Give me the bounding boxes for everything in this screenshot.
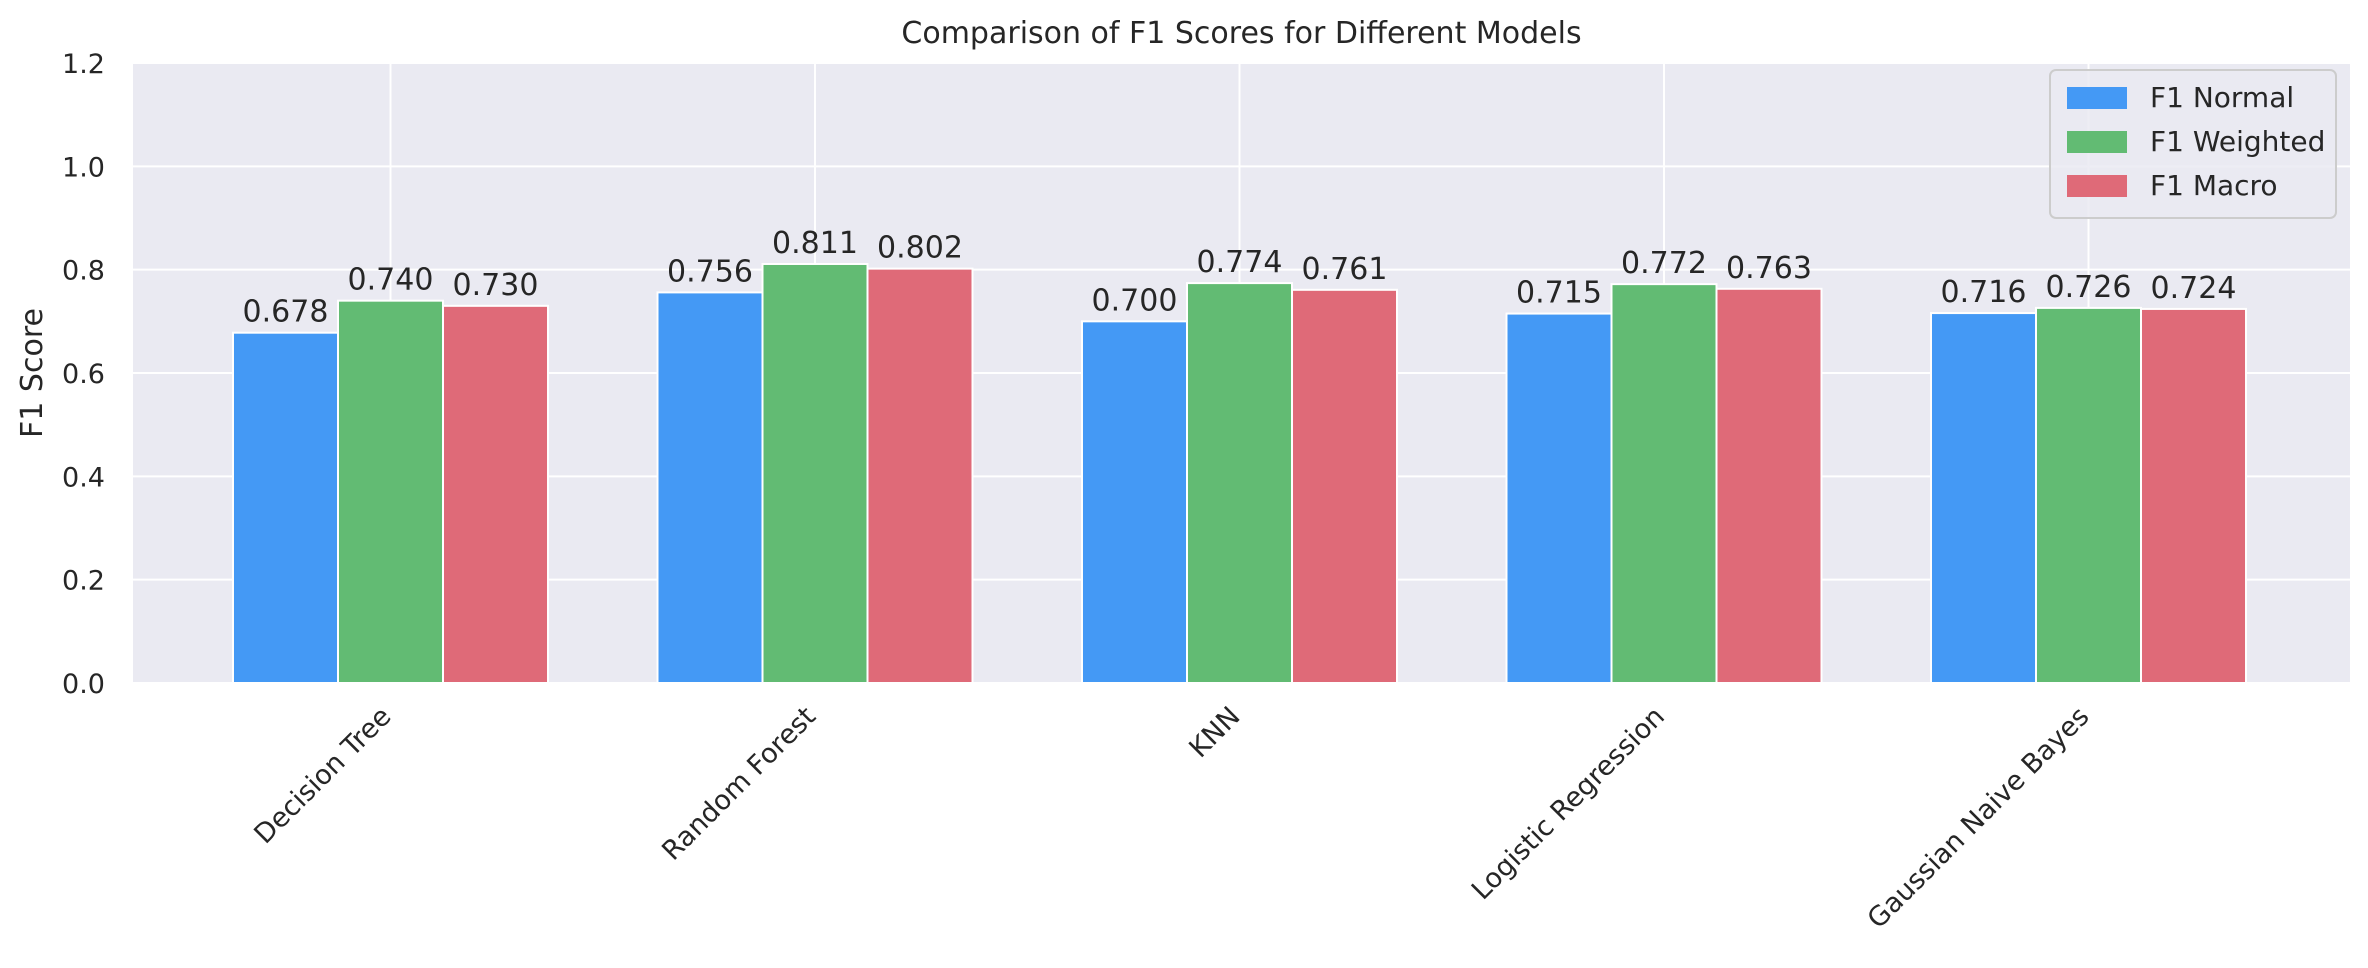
value-label-random-forest-f1-macro: 0.802 — [877, 231, 963, 266]
value-label-knn-f1-weighted: 0.774 — [1197, 245, 1283, 280]
bar-gaussian-naive-bayes-f1-macro — [2140, 307, 2247, 684]
x-tick-label-decision-tree: Decision Tree — [248, 701, 397, 850]
legend-label-f1-weighted: F1 Weighted — [2150, 125, 2325, 158]
legend-swatch-f1-normal — [2067, 87, 2127, 109]
bar-logistic-regression-f1-normal — [1505, 312, 1613, 684]
x-tick-label-gaussian-naive-bayes: Gaussian Naive Bayes — [1862, 701, 2096, 935]
value-label-gaussian-naive-bayes-f1-normal: 0.716 — [1941, 275, 2027, 310]
legend-label-f1-normal: F1 Normal — [2150, 81, 2294, 114]
bar-logistic-regression-f1-weighted — [1610, 283, 1718, 684]
value-label-decision-tree-f1-normal: 0.678 — [243, 295, 329, 330]
value-label-knn-f1-macro: 0.761 — [1302, 252, 1388, 287]
bar-random-forest-f1-macro — [866, 267, 974, 684]
x-tick-label-knn: KNN — [1183, 701, 1246, 764]
x-tick-labels: Decision Tree Random Forest KNN Logistic Re… — [248, 701, 2095, 935]
y-tick-labels: 0.0 0.2 0.4 0.6 0.8 1.0 1.2 — [62, 49, 105, 700]
bar-knn-f1-normal — [1081, 320, 1188, 684]
value-label-random-forest-f1-weighted: 0.811 — [772, 226, 858, 261]
x-tick-label-random-forest: Random Forest — [656, 701, 822, 867]
y-axis-label: F1 Score — [15, 308, 50, 438]
bar-gaussian-naive-bayes-f1-normal — [1930, 312, 2037, 684]
legend: F1 Normal F1 Weighted F1 Macro — [2049, 69, 2337, 219]
value-label-logistic-regression-f1-weighted: 0.772 — [1621, 246, 1707, 281]
bar-decision-tree-f1-macro — [442, 304, 549, 684]
chart-title: Comparison of F1 Scores for Different Mo… — [901, 16, 1581, 51]
value-label-decision-tree-f1-macro: 0.730 — [453, 268, 539, 303]
value-label-gaussian-naive-bayes-f1-macro: 0.724 — [2151, 271, 2237, 306]
value-label-random-forest-f1-normal: 0.756 — [667, 254, 753, 289]
legend-swatch-f1-macro — [2067, 175, 2127, 197]
y-tick-label-6: 1.2 — [62, 49, 105, 80]
bar-random-forest-f1-weighted — [761, 262, 869, 684]
y-tick-label-3: 0.6 — [62, 359, 105, 390]
y-tick-label-5: 1.0 — [62, 152, 105, 183]
y-tick-label-2: 0.4 — [62, 462, 105, 493]
value-labels: 0.678 0.740 0.730 0.756 0.811 0.802 0.700 0.774… — [243, 226, 2237, 330]
bars — [232, 262, 2247, 684]
x-tick-label-logistic-regression: Logistic Regression — [1466, 701, 1671, 906]
value-label-decision-tree-f1-weighted: 0.740 — [348, 263, 434, 298]
bar-decision-tree-f1-normal — [232, 331, 339, 684]
y-tick-label-4: 0.8 — [62, 256, 105, 287]
value-label-logistic-regression-f1-normal: 0.715 — [1516, 276, 1602, 311]
legend-label-f1-macro: F1 Macro — [2150, 169, 2278, 202]
value-label-knn-f1-normal: 0.700 — [1092, 283, 1178, 318]
bar-decision-tree-f1-weighted — [337, 299, 444, 684]
value-label-gaussian-naive-bayes-f1-weighted: 0.726 — [2046, 270, 2132, 305]
legend-swatch-f1-weighted — [2067, 131, 2127, 153]
value-label-logistic-regression-f1-macro: 0.763 — [1726, 251, 1812, 286]
bar-logistic-regression-f1-macro — [1715, 287, 1823, 684]
y-tick-label-0: 0.0 — [62, 669, 105, 700]
bar-knn-f1-macro — [1291, 288, 1398, 684]
bar-gaussian-naive-bayes-f1-weighted — [2035, 306, 2142, 684]
bar-knn-f1-weighted — [1186, 282, 1293, 684]
bar-random-forest-f1-normal — [656, 291, 764, 684]
y-tick-label-1: 0.2 — [62, 566, 105, 597]
